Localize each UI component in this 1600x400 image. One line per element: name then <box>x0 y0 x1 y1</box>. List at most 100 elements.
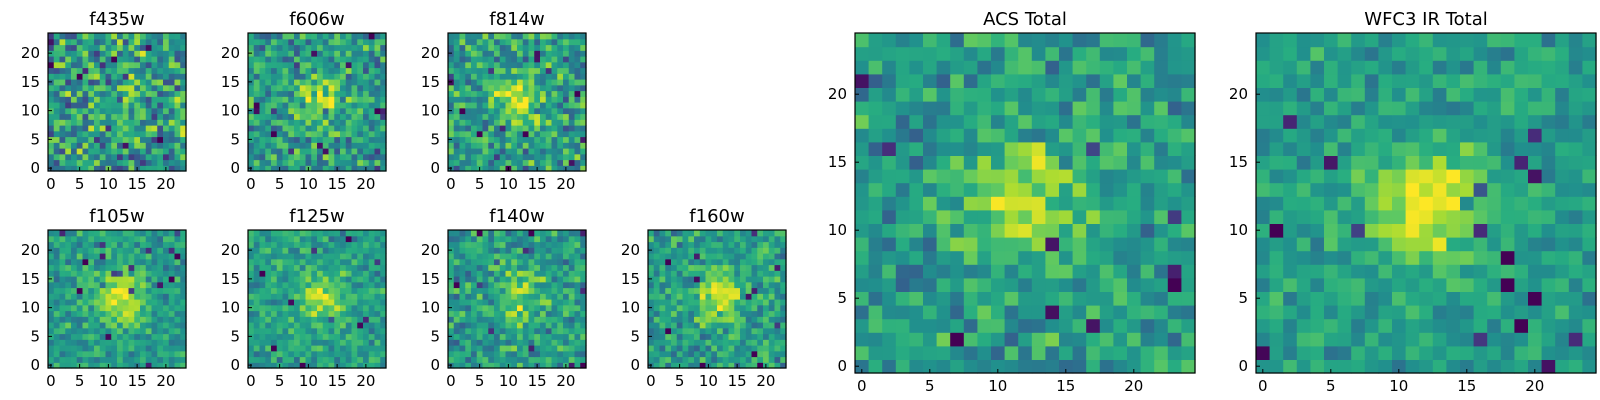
heatmap-cell <box>248 33 255 40</box>
heatmap-cell <box>122 153 130 161</box>
y-tick-label: 5 <box>430 327 440 345</box>
heatmap-cell <box>317 258 324 266</box>
heatmap-cell <box>140 333 147 340</box>
heatmap-cell <box>328 258 335 266</box>
heatmap-cell <box>163 90 170 97</box>
heatmap-cell <box>453 136 461 143</box>
heatmap-cell <box>163 304 170 312</box>
heatmap-cell <box>65 125 72 132</box>
heatmap-cell <box>271 287 278 294</box>
heatmap-cell <box>174 113 181 120</box>
heatmap-cell <box>991 141 1006 156</box>
heatmap-cell <box>82 50 89 57</box>
heatmap-cell <box>488 44 495 51</box>
heatmap-cell <box>374 113 381 120</box>
heatmap-cell <box>145 356 153 363</box>
heatmap-cell <box>253 310 261 317</box>
heatmap-cell <box>357 136 364 143</box>
heatmap-cell <box>163 119 170 126</box>
heatmap-cell <box>499 107 507 115</box>
heatmap-cell <box>465 113 472 120</box>
heatmap-cell <box>882 223 897 238</box>
heatmap-cell <box>99 50 107 57</box>
heatmap-cell <box>1555 305 1570 320</box>
heatmap-cell <box>471 142 478 149</box>
heatmap-cell <box>1099 196 1114 211</box>
heatmap-cell <box>1487 291 1502 306</box>
heatmap-cell <box>271 299 278 306</box>
heatmap-cell <box>465 107 472 115</box>
heatmap-cell <box>1310 73 1325 88</box>
heatmap-cell <box>963 46 978 61</box>
heatmap-cell <box>82 345 89 352</box>
heatmap-cell <box>322 136 330 143</box>
heatmap-cell <box>517 235 524 243</box>
heatmap-cell <box>140 107 147 115</box>
heatmap-cell <box>151 61 158 69</box>
heatmap-cell <box>528 136 535 143</box>
heatmap-cell <box>48 281 55 289</box>
heatmap-cell <box>511 350 518 358</box>
heatmap-cell <box>288 333 295 340</box>
heatmap-cell <box>1487 345 1502 360</box>
heatmap-cell <box>374 73 381 80</box>
heatmap-cell <box>48 153 55 161</box>
heatmap-cell <box>711 345 718 352</box>
heatmap-cell <box>963 264 978 279</box>
heatmap-cell <box>82 322 89 329</box>
heatmap-cell <box>882 305 897 320</box>
heatmap-cell <box>105 142 112 149</box>
heatmap-cell <box>105 96 112 103</box>
heatmap-cell <box>540 299 547 306</box>
heatmap-cell <box>1555 359 1570 374</box>
heatmap-cell <box>1045 305 1060 320</box>
heatmap-cell <box>580 119 587 126</box>
heatmap-cell <box>574 327 581 335</box>
heatmap-cell <box>53 241 61 248</box>
heatmap-cell <box>909 46 924 61</box>
heatmap-cell <box>1487 169 1502 184</box>
heatmap-cell <box>580 90 587 97</box>
heatmap-cell <box>253 270 261 277</box>
heatmap-cell <box>122 293 130 300</box>
heatmap-cell <box>568 33 576 40</box>
heatmap-cell <box>1127 305 1142 320</box>
heatmap-cell <box>465 90 472 97</box>
heatmap-cell <box>53 119 61 126</box>
heatmap-cell <box>271 102 278 109</box>
heatmap-cell <box>253 44 261 51</box>
heatmap-cell <box>134 235 141 243</box>
heatmap-cell <box>545 73 553 80</box>
heatmap-cell <box>368 264 376 271</box>
heatmap-cell <box>568 153 576 161</box>
heatmap-cell <box>53 333 61 340</box>
heatmap-cell <box>140 38 147 46</box>
heatmap-cell <box>1514 169 1529 184</box>
heatmap-cell <box>1269 196 1284 211</box>
heatmap-cell <box>1473 291 1488 306</box>
heatmap-cell <box>1419 196 1434 211</box>
x-tick-label: 0 <box>46 372 56 390</box>
heatmap-cell <box>117 107 124 115</box>
heatmap-cell <box>128 276 135 283</box>
heatmap-cell <box>1392 332 1407 347</box>
heatmap-cell <box>1337 169 1352 184</box>
heatmap-cell <box>1419 264 1434 279</box>
heatmap-cell <box>517 50 524 57</box>
heatmap-cell <box>505 316 512 323</box>
heatmap-cell <box>1392 223 1407 238</box>
heatmap-cell <box>557 102 564 109</box>
heatmap-cell <box>368 258 376 266</box>
heatmap-cell <box>1364 250 1379 265</box>
heatmap-cell <box>163 107 170 115</box>
heatmap-cell <box>1582 101 1597 116</box>
heatmap-cell <box>936 223 951 238</box>
heatmap-cell <box>65 293 72 300</box>
y-tick-label: 20 <box>421 241 440 259</box>
heatmap-cell <box>71 350 78 358</box>
heatmap-cell <box>882 33 897 48</box>
heatmap-cell <box>1113 73 1128 88</box>
heatmap-cell <box>248 153 255 161</box>
heatmap-cell <box>1487 128 1502 143</box>
heatmap-cell <box>453 90 461 97</box>
